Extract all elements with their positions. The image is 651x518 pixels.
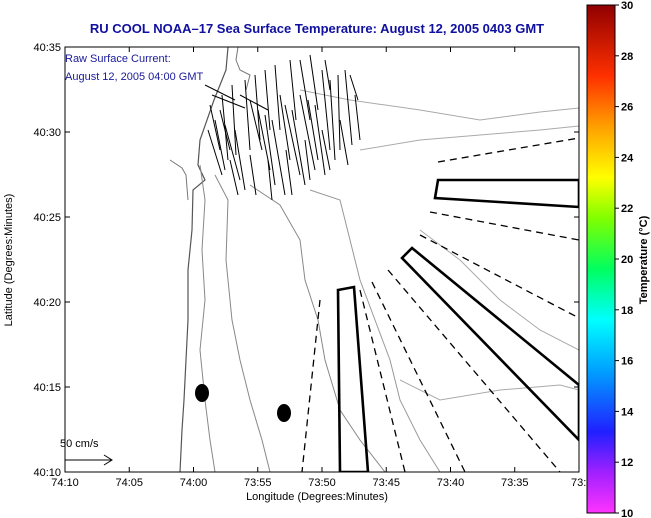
- buoy-marker: [277, 404, 291, 422]
- x-tick-label: 74:05: [115, 477, 143, 489]
- depth-contour: [359, 125, 579, 151]
- colorbar: [586, 4, 616, 514]
- current-annotation-line1: Raw Surface Current:: [65, 53, 171, 65]
- radar-dashed-lines: [301, 137, 579, 472]
- colorbar-tick-label: 10: [621, 508, 633, 518]
- depth-contour: [299, 89, 579, 121]
- radar-solid-sectors: [336, 178, 579, 472]
- current-annotation-line2: August 12, 2005 04:00 GMT: [65, 71, 203, 83]
- current-vectors: [204, 54, 361, 201]
- y-tick-label: 40:35: [33, 42, 61, 54]
- x-axis-label: Longitude (Degrees:Minutes): [246, 491, 388, 503]
- coastline: [179, 47, 229, 472]
- colorbar-tick-label: 14: [621, 406, 634, 418]
- depth-contour: [249, 184, 386, 472]
- y-tick-label: 40:25: [33, 212, 61, 224]
- colorbar-tick-label: 24: [621, 152, 634, 164]
- y-tick-label: 40:20: [33, 297, 61, 309]
- x-tick-label: 74:00: [180, 477, 208, 489]
- depth-contour: [214, 174, 271, 472]
- y-tick-label: 40:15: [33, 382, 61, 394]
- y-tick-label: 40:10: [33, 467, 61, 479]
- y-tick-label: 40:30: [33, 127, 61, 139]
- depth-contour: [419, 229, 579, 351]
- y-axis-ticks: 40:35 40:30 40:25 40:20 40:15 40:10: [33, 42, 579, 479]
- chart-title: RU COOL NOAA–17 Sea Surface Temperature:…: [90, 21, 544, 36]
- x-tick-label: 73:50: [308, 477, 336, 489]
- x-tick-label: 74:10: [51, 477, 79, 489]
- scale-arrow: [65, 454, 113, 466]
- depth-contour: [309, 189, 441, 472]
- x-axis-ticks: 74:10 74:05 74:00 73:55 73:50 73:45 73:40 73:35…: [51, 47, 592, 489]
- colorbar-label: Temperature (°C): [638, 215, 650, 304]
- scale-label: 50 cm/s: [60, 438, 99, 450]
- colorbar-tick-label: 20: [621, 254, 633, 266]
- y-axis-label: Latitude (Degrees:Minutes): [3, 194, 15, 327]
- colorbar-tick-label: 28: [621, 51, 633, 63]
- colorbar-tick-label: 30: [621, 0, 633, 12]
- colorbar-tick-label: 16: [621, 356, 633, 368]
- x-tick-label: 73:35: [501, 477, 529, 489]
- colorbar-ticks: 30 28 26 24 22 20 18 16 14 12 10: [615, 0, 634, 518]
- x-tick-label: 73:40: [437, 477, 465, 489]
- colorbar-tick-label: 22: [621, 203, 633, 215]
- x-tick-label: 73:45: [372, 477, 400, 489]
- colorbar-tick-label: 12: [621, 457, 633, 469]
- depth-contour: [199, 164, 216, 472]
- x-tick-label: 73:55: [244, 477, 272, 489]
- map-area: [65, 47, 579, 472]
- colorbar-tick-label: 26: [621, 102, 633, 114]
- buoy-marker: [195, 384, 209, 402]
- colorbar-tick-label: 18: [621, 305, 633, 317]
